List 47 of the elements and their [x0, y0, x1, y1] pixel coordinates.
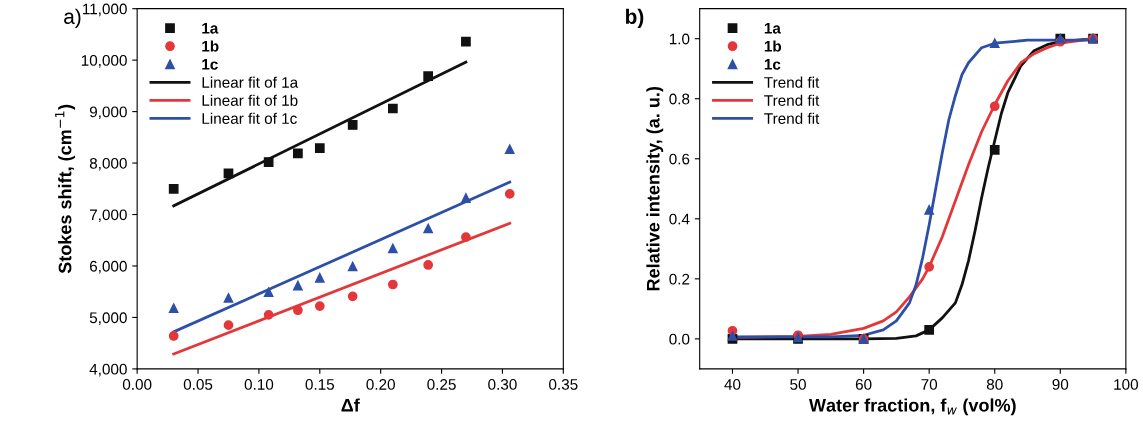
- legend-label: 1c: [202, 59, 218, 70]
- y-tick-label: 1.0: [669, 33, 690, 45]
- legend-label: 1b: [202, 40, 219, 52]
- x-tick-label: 0.35: [549, 379, 578, 390]
- text: a): [64, 8, 81, 29]
- legend-label: 1a: [202, 22, 219, 34]
- legend-label: Trend fit: [764, 94, 820, 106]
- y-tick-label: 8,000: [89, 157, 127, 171]
- x-tick-label: 0.00: [122, 379, 152, 390]
- y-axis-title: Relative intensity, (a. u.): [646, 87, 664, 291]
- y-tick-label: 0.6: [669, 153, 690, 165]
- legend-label: Linear fit of 1a: [202, 76, 299, 88]
- legend-label: Trend fit: [764, 76, 820, 88]
- y-tick-label: 0.0: [669, 333, 690, 345]
- legend-label: 1b: [764, 40, 782, 52]
- y-tick-label: 4,000: [89, 363, 127, 377]
- x-tick-label: 0.20: [366, 379, 395, 390]
- legend-label: 1a: [764, 22, 781, 34]
- x-tick-label: 0.10: [244, 379, 274, 390]
- y-tick-label: 0.4: [669, 213, 690, 225]
- x-tick-label: 0.15: [305, 379, 335, 390]
- x-tick-label: 0.25: [427, 379, 456, 390]
- x-tick-label: 0.30: [488, 379, 517, 390]
- legend-label: Linear fit of 1b: [202, 94, 298, 106]
- x-tick-label: 90: [1052, 379, 1069, 390]
- legend-label: Linear fit of 1c: [202, 112, 297, 124]
- x-tick-label: 50: [790, 379, 806, 390]
- legend-label: 1c: [764, 59, 781, 70]
- x-tick-label: 70: [921, 379, 938, 390]
- x-tick-label: 60: [855, 379, 872, 390]
- x-axis-title: Δf: [341, 398, 360, 412]
- legend-label: Trend fit: [764, 112, 820, 124]
- text: b): [626, 8, 644, 29]
- y-tick-label: 0.2: [669, 273, 690, 285]
- y-tick-label: 7,000: [89, 209, 127, 223]
- x-tick-label: 80: [986, 379, 1003, 390]
- x-axis-title: Water fraction, f$_{w}$ (vol%): [808, 398, 1016, 416]
- y-tick-label: 6,000: [89, 260, 127, 274]
- y-tick-label: 9,000: [89, 106, 127, 120]
- x-tick-label: 40: [724, 379, 741, 390]
- x-tick-label: 0.05: [183, 379, 213, 390]
- y-tick-label: 0.8: [669, 93, 690, 105]
- y-tick-label: 5,000: [89, 312, 127, 325]
- y-tick-label: 10,000: [81, 55, 127, 68]
- y-axis-title: Stokes shift, (cm$^{−1}$): [55, 104, 75, 274]
- y-tick-label: 11,000: [83, 3, 127, 17]
- x-tick-label: 100: [1114, 379, 1138, 390]
